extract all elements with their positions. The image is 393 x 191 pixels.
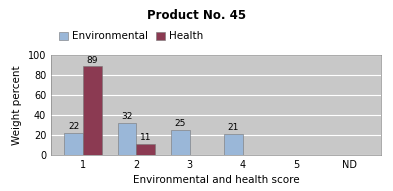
Legend: Environmental, Health: Environmental, Health [56,28,206,44]
Bar [136,144,155,155]
Text: 11: 11 [140,133,151,142]
Bar [64,133,83,155]
Bar [224,134,243,155]
X-axis label: Environmental and health score: Environmental and health score [133,175,299,185]
Text: 25: 25 [174,119,186,128]
Bar [83,66,102,155]
Text: 32: 32 [121,112,133,121]
Bar [118,123,136,155]
Text: 21: 21 [228,123,239,132]
Text: 89: 89 [86,56,98,65]
Y-axis label: Weight percent: Weight percent [12,65,22,145]
Text: 22: 22 [68,122,79,131]
Bar [171,130,189,155]
Text: Product No. 45: Product No. 45 [147,9,246,22]
